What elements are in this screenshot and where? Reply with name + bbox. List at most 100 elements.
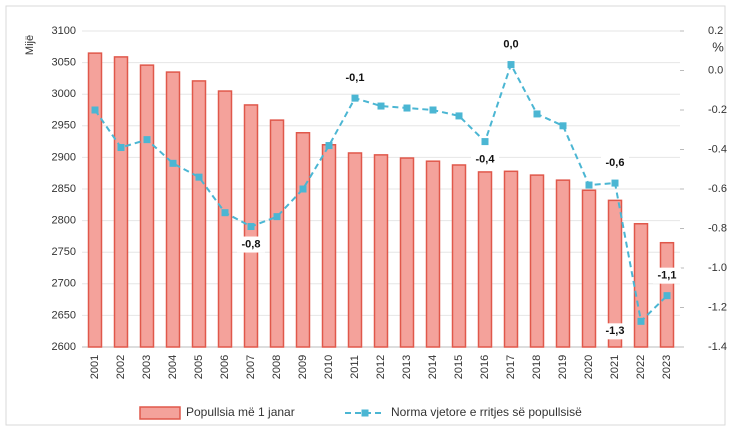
y2-tick-label: -0.2	[708, 104, 727, 116]
y-tick-label: 2950	[52, 120, 76, 132]
bar	[451, 164, 467, 348]
data-label-bg	[653, 267, 681, 284]
line-marker	[195, 173, 203, 181]
y-tick-label: 3100	[52, 25, 76, 37]
line-marker	[117, 144, 125, 152]
y-tick-label: 2600	[52, 341, 76, 353]
line-marker	[143, 136, 151, 144]
y2-tick-label: 0.0	[708, 64, 723, 76]
x-tick-label: 2007	[245, 355, 257, 379]
y-tick-label: 2850	[52, 183, 76, 195]
x-tick-label: 2018	[531, 355, 543, 379]
bar	[373, 154, 389, 348]
y-tick-label: 2700	[52, 278, 76, 290]
bar	[555, 179, 571, 348]
line-marker	[325, 142, 333, 150]
y-axis-label: Mijë	[24, 35, 36, 55]
bar	[191, 80, 207, 348]
x-tick-label: 2005	[193, 355, 205, 379]
x-tick-label: 2022	[635, 355, 647, 379]
y-tick-label: 2650	[52, 309, 76, 321]
bar	[165, 71, 181, 348]
bar	[529, 174, 545, 348]
bar	[113, 56, 129, 348]
bar	[633, 223, 649, 348]
x-tick-label: 2002	[115, 355, 127, 379]
bar	[607, 199, 623, 348]
legend-label: Popullsia më 1 janar	[186, 405, 295, 419]
x-tick-label: 2004	[167, 355, 179, 379]
x-tick-label: 2023	[661, 355, 673, 379]
line-marker	[507, 61, 515, 69]
y-tick-label: 2750	[52, 246, 76, 258]
line-marker	[169, 159, 177, 167]
x-tick-label: 2013	[401, 355, 413, 379]
line-marker	[611, 179, 619, 187]
data-label: -0,1	[346, 72, 365, 84]
bar	[87, 52, 103, 348]
data-label: -0,6	[606, 157, 625, 169]
y-tick-label: 2900	[52, 151, 76, 163]
y2-tick-label: -1.4	[708, 341, 727, 353]
y2-tick-label: -0.4	[708, 143, 727, 155]
data-label: -1,3	[606, 325, 625, 337]
data-label-bg	[601, 155, 629, 172]
y2-tick-label: -1.0	[708, 262, 727, 274]
line-marker	[481, 138, 489, 146]
x-tick-label: 2016	[479, 355, 491, 379]
x-tick-label: 2006	[219, 355, 231, 379]
y-tick-label: 3050	[52, 57, 76, 69]
bar	[139, 64, 155, 348]
line-marker	[247, 223, 255, 231]
line-marker	[91, 106, 99, 114]
legend-swatch	[139, 406, 181, 420]
line-marker	[663, 292, 671, 300]
line-marker	[429, 106, 437, 114]
data-label-bg	[341, 70, 369, 87]
x-tick-label: 2009	[297, 355, 309, 379]
x-tick-label: 2021	[609, 355, 621, 379]
line-marker	[221, 209, 229, 217]
bar	[503, 170, 519, 348]
bar	[217, 90, 233, 348]
data-label-bg	[471, 151, 499, 168]
y2-axis-label: %	[712, 39, 724, 54]
x-tick-label: 2003	[141, 355, 153, 379]
line-marker	[585, 181, 593, 189]
line-marker	[273, 213, 281, 221]
line	[94, 62, 668, 324]
line-marker	[637, 317, 645, 325]
x-tick-label: 2017	[505, 355, 517, 379]
bar	[425, 160, 441, 348]
bar	[399, 157, 415, 348]
bar	[269, 119, 285, 348]
x-tick-label: 2019	[557, 355, 569, 379]
line-marker	[455, 112, 463, 120]
bar	[581, 189, 597, 348]
data-label: -0,8	[242, 238, 261, 250]
y-tick-label: 3000	[52, 88, 76, 100]
x-tick-label: 2011	[349, 355, 361, 379]
data-label-bg	[601, 323, 629, 340]
data-label-bg	[497, 36, 525, 53]
data-label-bg	[237, 236, 265, 253]
y2-tick-label: -1.2	[708, 301, 727, 313]
x-tick-label: 2020	[583, 355, 595, 379]
y-tick-label: 2800	[52, 215, 76, 227]
data-label: -1,1	[658, 270, 677, 282]
line-marker	[351, 94, 359, 102]
bar	[321, 144, 337, 348]
legend-marker	[361, 409, 369, 417]
data-label: 0,0	[503, 38, 518, 50]
y2-tick-label: 0.2	[708, 25, 723, 37]
line-marker	[533, 110, 541, 118]
line-marker	[559, 122, 567, 130]
x-tick-label: 2015	[453, 355, 465, 379]
y2-tick-label: -0.6	[708, 183, 727, 195]
y2-tick-label: -0.8	[708, 222, 727, 234]
line-marker	[377, 102, 385, 110]
x-tick-label: 2001	[89, 355, 101, 379]
data-label: -0,4	[476, 154, 496, 166]
bar	[295, 132, 311, 348]
x-tick-label: 2014	[427, 355, 439, 379]
